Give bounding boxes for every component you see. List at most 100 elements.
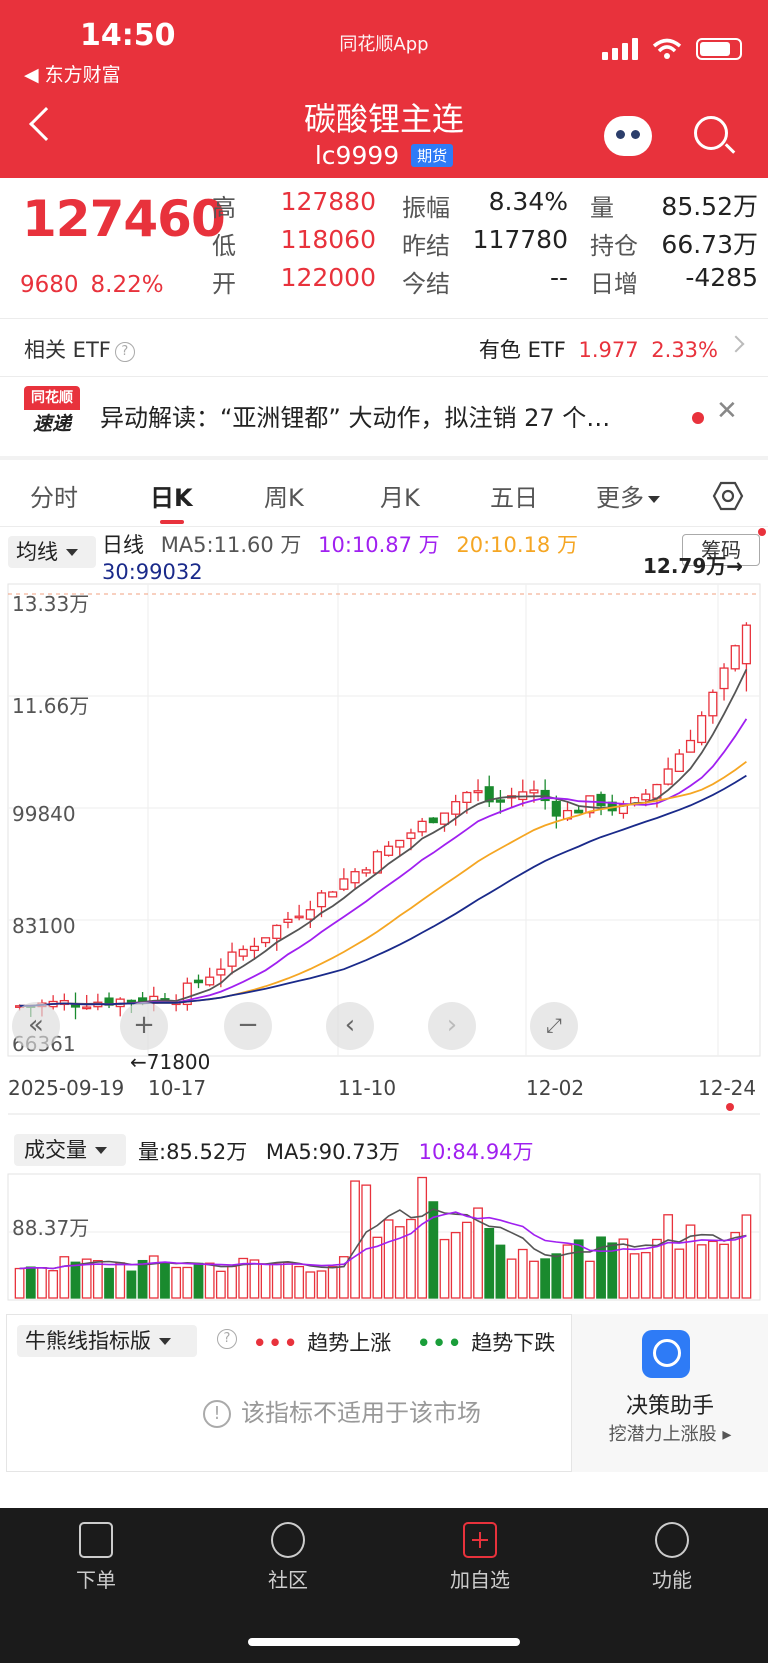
nav-community-label: 社区 [268, 1568, 308, 1592]
ma30-line [19, 774, 747, 1007]
previous-button[interactable]: ‹ [326, 1002, 374, 1050]
ma-selector[interactable]: 均线 [8, 536, 96, 568]
chip-distribution-button[interactable]: 筹码 [682, 534, 760, 566]
candle-body [384, 845, 394, 856]
x-axis-label: 11-10 [338, 1076, 397, 1100]
volume-bar [674, 1248, 685, 1299]
tab-more[interactable]: 更多 [596, 478, 660, 513]
volume-selector[interactable]: 成交量 [14, 1134, 126, 1166]
quote-field-label: 持仓 [590, 232, 638, 260]
volume-bar [461, 1221, 472, 1299]
indicator-panel: 牛熊线指标版 ? ••• 趋势上涨 ••• 趋势下跌 ! 该指标不适用于该市场 [6, 1314, 572, 1472]
x-axis-label: 12-02 [526, 1076, 585, 1100]
quote-field-value: 122000 [280, 263, 376, 292]
candle-body [574, 809, 584, 814]
news-headline[interactable]: 异动解读：“亚洲锂都” 大动作，拟注销 27 个… [100, 404, 611, 432]
indicator-selector[interactable]: 牛熊线指标版 [17, 1325, 197, 1357]
divider [0, 318, 768, 319]
tab-weekly-k[interactable]: 周K [264, 484, 304, 512]
candle-body [674, 753, 684, 773]
wifi-icon [652, 38, 682, 59]
volume-bar [562, 1244, 573, 1299]
volume-pane-frame [7, 1173, 761, 1301]
fullscreen-button[interactable]: ⤢ [530, 1002, 578, 1050]
assistant-robot-icon[interactable] [604, 116, 652, 156]
search-icon[interactable] [694, 116, 728, 150]
candle-body [451, 801, 461, 815]
zoom-out-button[interactable]: − [224, 1002, 272, 1050]
period-low-label: ←71800 [130, 1050, 211, 1074]
volume-ma5: MA5:90.73万 [265, 1140, 400, 1164]
volume-bar [137, 1259, 148, 1299]
kline-svg[interactable] [0, 526, 768, 1316]
volume-bar [148, 1255, 159, 1299]
settings-hex-icon[interactable] [712, 480, 744, 512]
volume-bar [327, 1266, 338, 1299]
caret-down-icon [648, 496, 660, 503]
candle-body [473, 790, 483, 794]
contract-code: lc9999 [314, 141, 400, 170]
period-tabs: 分时 日K 周K 月K 五日 更多 [0, 462, 768, 526]
news-logo: 同花顺 速递 [24, 386, 80, 442]
candle-body [428, 817, 438, 824]
candle-body [462, 791, 472, 803]
help-icon[interactable]: ? [114, 342, 135, 362]
volume-bar [428, 1201, 439, 1299]
quote-field-value: 127880 [280, 187, 376, 216]
volume-bar [193, 1262, 204, 1299]
volume-legend: 量:85.52万 MA5:90.73万 10:84.94万 [138, 1136, 546, 1166]
indicator-selector-label: 牛熊线指标版 [25, 1329, 151, 1353]
related-etf-row[interactable]: 相关 ETF? 有色 ETF 1.977 2.33% [0, 320, 768, 376]
zoom-in-button[interactable]: + [120, 1002, 168, 1050]
quote-field-label: 量 [590, 194, 614, 222]
last-price: 127460 [22, 190, 226, 248]
news-logo-bottom: 速递 [32, 413, 71, 435]
nav-functions[interactable]: 功能 [602, 1522, 742, 1593]
page-subtitle: lc9999 期货 [0, 141, 768, 170]
candle-body [395, 839, 405, 848]
caret-down-icon [66, 549, 78, 556]
volume-bar [450, 1231, 461, 1299]
back-to-app-link[interactable]: ◀ 东方财富 [24, 64, 121, 86]
x-axis-label: 10-17 [148, 1076, 207, 1100]
caret-down-icon [159, 1338, 171, 1345]
tab-daily-k[interactable]: 日K [150, 484, 193, 512]
nav-add-watchlist[interactable]: 加自选 [410, 1522, 550, 1593]
nav-order[interactable]: 下单 [26, 1522, 166, 1593]
etf-name: 有色 ETF [478, 338, 566, 362]
nav-community[interactable]: 社区 [218, 1522, 358, 1593]
etf-quote: 有色 ETF 1.977 2.33% [479, 334, 718, 364]
news-banner[interactable]: 同花顺 速递 异动解读：“亚洲锂都” 大动作，拟注销 27 个… ✕ [0, 378, 768, 454]
tab-intraday[interactable]: 分时 [30, 484, 78, 512]
scroll-left-fast-button[interactable]: « [12, 1002, 60, 1050]
candle-body [126, 999, 136, 1003]
candle-body [596, 793, 606, 807]
candle-body [361, 869, 371, 874]
indicator-message: ! 该指标不适用于该市场 [203, 1393, 481, 1428]
candle-body [227, 951, 237, 967]
candle-body [305, 909, 315, 920]
y-axis-label: 13.33万 [12, 592, 90, 616]
ma5-line [19, 669, 748, 1007]
volume-bar [350, 1180, 360, 1299]
y-axis-label: 11.66万 [12, 694, 90, 718]
candle-body [730, 645, 740, 670]
help-icon[interactable]: ? [217, 1329, 237, 1349]
community-star-icon [271, 1522, 305, 1558]
y-axis-label: 83100 [12, 914, 76, 938]
tab-monthly-k[interactable]: 月K [380, 484, 420, 512]
volume-bar [607, 1242, 618, 1299]
decision-assistant-card[interactable]: 决策助手 挖潜力上涨股 ▸ [572, 1314, 768, 1472]
close-icon[interactable]: ✕ [716, 396, 738, 426]
volume-bar [48, 1270, 59, 1299]
volume-bar [730, 1231, 741, 1299]
volume-bar [338, 1256, 349, 1299]
candle-body [205, 976, 215, 986]
volume-bar [81, 1258, 92, 1299]
volume-bar [495, 1244, 506, 1299]
legend-ma5: MA5:11.60 万 [160, 533, 302, 557]
volume-bar [652, 1238, 662, 1299]
candle-body [328, 891, 338, 898]
next-button[interactable]: › [428, 1002, 476, 1050]
tab-five-day[interactable]: 五日 [490, 484, 538, 512]
